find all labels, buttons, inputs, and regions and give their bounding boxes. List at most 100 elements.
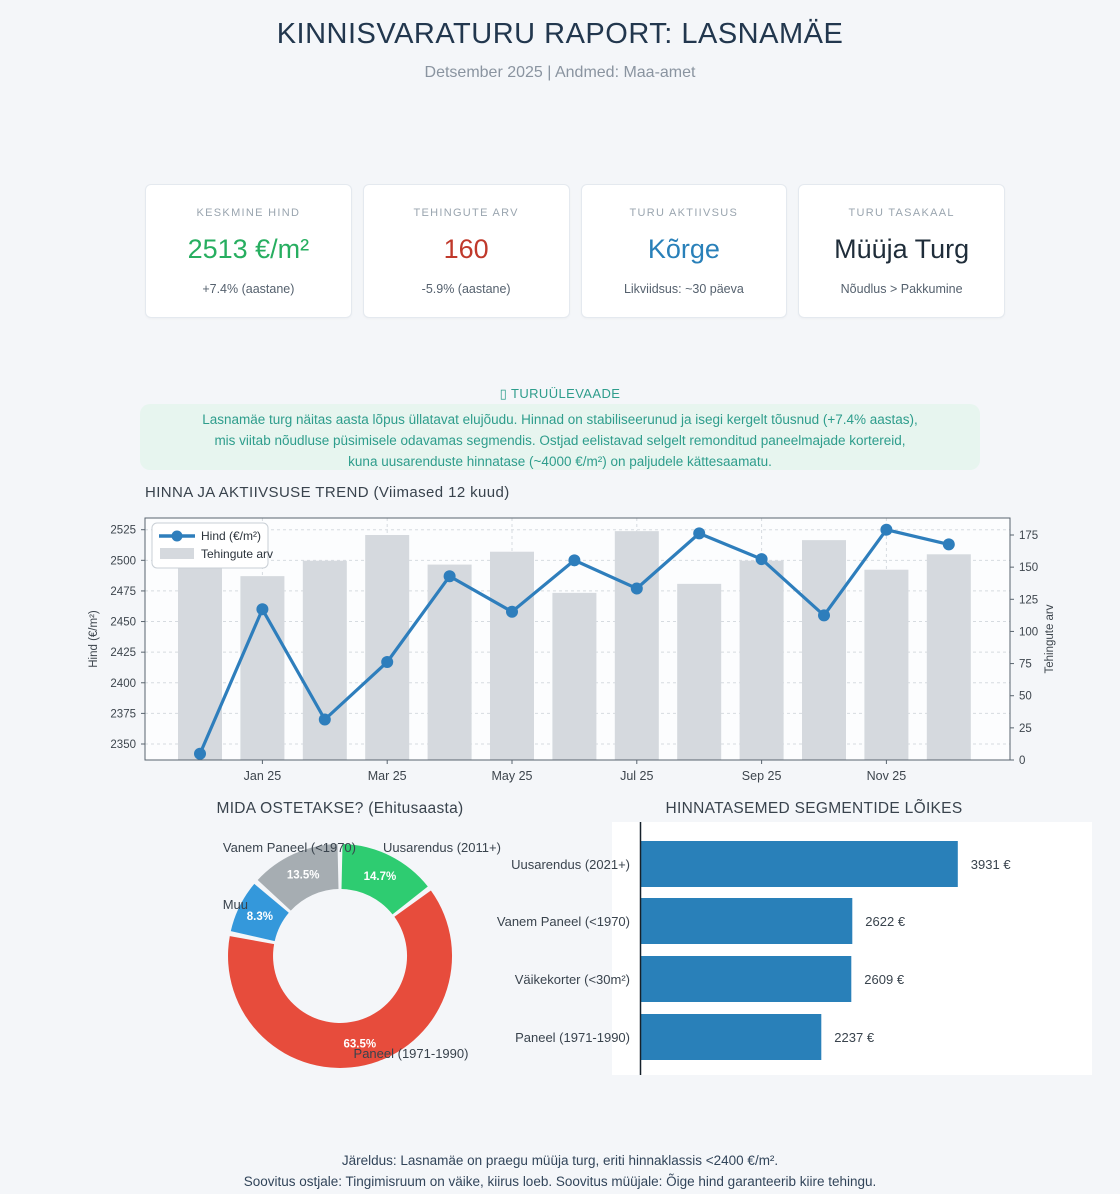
transactions-bar <box>552 592 597 760</box>
segment-bar <box>641 1014 822 1060</box>
price-point <box>568 554 581 567</box>
slice-percent: 8.3% <box>247 911 273 923</box>
plot-border <box>144 517 1011 761</box>
x-axis-tick: Jan 25 <box>244 769 282 783</box>
bar-category: Vanem Paneel (<1970) <box>497 914 630 929</box>
legend-line-label: Hind (€/m²) <box>201 529 261 543</box>
x-axis-tick: Nov 25 <box>867 769 907 783</box>
stat-sub: Nõudlus > Pakkumine <box>840 282 963 296</box>
right-axis-tick: 75 <box>1019 659 1032 671</box>
left-axis-tick: 2450 <box>110 617 136 629</box>
bar-category: Väikekorter (<30m²) <box>515 972 630 987</box>
transactions-bar <box>739 560 784 760</box>
stat-label: TURU TASAKAAL <box>848 207 955 219</box>
price-point <box>256 603 269 616</box>
transactions-bar <box>365 535 410 760</box>
footer-advice: Soovitus ostjale: Tingimisruum on väike,… <box>243 1174 877 1189</box>
slice-percent: 14.7% <box>364 871 397 883</box>
stat-value: 2513 €/m² <box>187 234 310 264</box>
price-point <box>381 655 394 668</box>
price-point <box>755 553 768 566</box>
price-point <box>194 747 206 760</box>
transactions-bar <box>926 554 971 760</box>
bar-value: 2237 € <box>834 1030 875 1045</box>
stat-value: 160 <box>443 234 489 264</box>
x-axis-tick: Mar 25 <box>368 769 407 783</box>
left-axis-tick: 2525 <box>110 525 136 537</box>
bar-category: Paneel (1971-1990) <box>515 1030 630 1045</box>
stat-card-market-activity: TURU AKTIIVSUS Kõrge Likviidsus: ~30 päe… <box>580 184 788 318</box>
right-axis-tick: 150 <box>1019 562 1038 574</box>
transactions-bar <box>802 540 846 760</box>
trend-chart: HINNA JA AKTIIVSUSE TREND (Viimased 12 k… <box>88 485 1056 783</box>
slice-label: Vanem Paneel (<1970) <box>223 840 356 855</box>
left-axis-tick: 2500 <box>110 555 136 567</box>
stat-card-market-balance: TURU TASAKAAL Müüja Turg Nõudlus > Pakku… <box>798 184 1005 318</box>
bar-value: 2609 € <box>864 972 905 987</box>
segment-bar <box>641 841 958 887</box>
left-axis-tick: 2375 <box>110 708 136 720</box>
price-point <box>443 570 456 583</box>
right-axis-tick: 0 <box>1019 755 1025 767</box>
slice-label: Uusarendus (2011+) <box>383 840 501 855</box>
stat-sub: Likviidsus: ~30 päeva <box>623 282 744 296</box>
overview-heading: ▯ TURUÜLEVAADE <box>499 386 621 401</box>
x-axis-tick: Sep 25 <box>742 769 782 783</box>
legend-bar-label: Tehingute arv <box>201 547 273 561</box>
right-axis-label: Tehingute arv <box>1044 604 1056 673</box>
x-axis-tick: May 25 <box>492 769 533 783</box>
right-axis-tick: 25 <box>1019 723 1032 735</box>
price-point <box>630 582 643 595</box>
donut-slice <box>230 883 289 942</box>
legend-line-marker <box>171 530 183 542</box>
donut-slice <box>257 844 339 911</box>
page-subtitle: Detsember 2025 | Andmed: Maa-amet <box>424 64 696 81</box>
segment-bar <box>641 898 853 944</box>
footer-conclusion: Järeldus: Lasnamäe on praegu müüja turg,… <box>341 1153 779 1168</box>
right-axis-tick: 125 <box>1019 594 1038 606</box>
overview-line: mis viitab nõudluse püsimisele odavamas … <box>214 433 906 448</box>
left-axis-tick: 2400 <box>110 678 136 690</box>
slice-percent: 63.5% <box>343 1038 376 1050</box>
slice-label: Muu <box>223 897 248 912</box>
x-axis-tick: Jul 25 <box>620 769 653 783</box>
slice-percent: 13.5% <box>287 869 320 881</box>
stat-sub: -5.9% (aastane) <box>421 282 511 296</box>
stat-label: TEHINGUTE ARV <box>413 207 519 219</box>
segment-bar <box>641 956 852 1002</box>
right-axis-tick: 50 <box>1019 691 1032 703</box>
left-axis-tick: 2475 <box>110 586 136 598</box>
stat-card-average-price: KESKMINE HIND 2513 €/m² +7.4% (aastane) <box>145 184 352 318</box>
overview-box: Lasnamäe turg näitas aasta lõpus üllatav… <box>140 404 980 470</box>
stat-card-transaction-count: TEHINGUTE ARV 160 -5.9% (aastane) <box>362 184 570 318</box>
stat-label: KESKMINE HIND <box>196 207 301 219</box>
bar-category: Uusarendus (2021+) <box>511 857 630 872</box>
overview-line: Lasnamäe turg näitas aasta lõpus üllatav… <box>202 412 918 427</box>
transactions-bar <box>427 564 472 760</box>
left-axis-tick: 2350 <box>110 739 136 751</box>
bar-value: 3931 € <box>971 857 1012 872</box>
price-point <box>693 527 706 540</box>
price-point <box>880 523 893 536</box>
transactions-bar <box>677 583 722 760</box>
bar-value: 2622 € <box>865 914 906 929</box>
report-footer: Järeldus: Lasnamäe on praegu müüja turg,… <box>0 1150 1120 1192</box>
transactions-bar <box>614 531 659 760</box>
trend-title: HINNA JA AKTIIVSUSE TREND (Viimased 12 k… <box>145 485 510 501</box>
stat-cards-row: KESKMINE HIND 2513 €/m² +7.4% (aastane) … <box>145 184 1005 318</box>
transactions-bar <box>864 569 909 760</box>
overview-line: kuna uusarenduste hinnatase (~4000 €/m²)… <box>348 454 772 469</box>
transactions-bar <box>302 560 347 760</box>
stat-label: TURU AKTIIVSUS <box>629 207 739 219</box>
price-point <box>818 609 830 622</box>
donut-slice <box>341 844 428 915</box>
stat-value: Kõrge <box>647 234 720 264</box>
donut-slice <box>228 890 453 1068</box>
segment-bar-chart: HINNATASEMED SEGMENTIDE LÕIKES 3931 € Uusa… <box>497 800 1092 1075</box>
price-point <box>318 713 331 726</box>
left-axis-tick: 2425 <box>110 647 136 659</box>
donut-chart: MIDA OSTETAKSE? (Ehitusaasta) 14.7% Uusare… <box>216 800 501 1068</box>
stat-sub: +7.4% (aastane) <box>202 282 295 296</box>
donut-title: MIDA OSTETAKSE? (Ehitusaasta) <box>216 800 463 817</box>
